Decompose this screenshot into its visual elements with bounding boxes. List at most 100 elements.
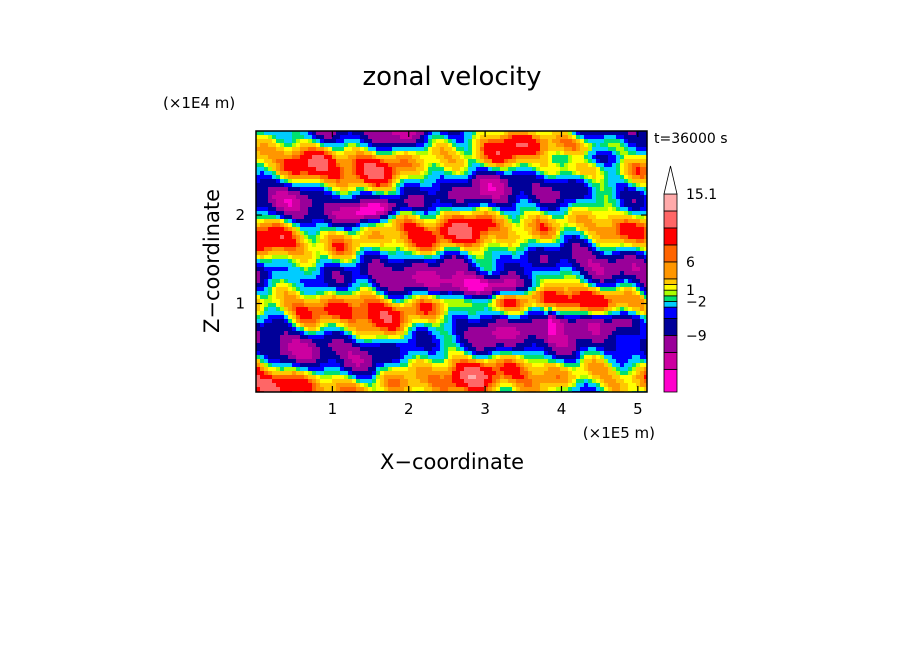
field-cell <box>336 255 340 259</box>
field-cell <box>592 167 596 171</box>
field-cell <box>280 175 284 179</box>
field-cell <box>616 131 620 135</box>
field-cell <box>336 311 340 315</box>
field-cell <box>572 239 576 243</box>
field-cell <box>432 159 436 163</box>
field-cell <box>276 191 280 195</box>
field-cell <box>628 187 632 191</box>
field-cell <box>572 243 576 247</box>
field-cell <box>548 291 552 295</box>
field-cell <box>392 279 396 283</box>
field-cell <box>436 223 440 227</box>
field-cell <box>644 135 647 139</box>
field-cell <box>488 235 492 239</box>
field-cell <box>468 143 472 147</box>
field-cell <box>476 183 480 187</box>
field-cell <box>600 303 604 307</box>
field-cell <box>264 323 268 327</box>
field-cell <box>264 291 268 295</box>
field-cell <box>516 291 520 295</box>
field-cell <box>464 159 468 163</box>
field-cell <box>548 231 552 235</box>
field-cell <box>496 311 500 315</box>
field-cell <box>596 311 600 315</box>
field-cell <box>340 219 344 223</box>
field-cell <box>572 227 576 231</box>
field-cell <box>612 291 616 295</box>
field-cell <box>256 143 260 147</box>
field-cell <box>372 311 376 315</box>
field-cell <box>324 163 328 167</box>
field-cell <box>572 271 576 275</box>
field-cell <box>588 259 592 263</box>
field-cell <box>292 215 296 219</box>
field-cell <box>320 331 324 335</box>
field-cell <box>416 199 420 203</box>
field-cell <box>600 295 604 299</box>
field-cell <box>572 235 576 239</box>
field-cell <box>464 135 468 139</box>
field-cell <box>496 275 500 279</box>
field-cell <box>468 279 472 283</box>
field-cell <box>500 291 504 295</box>
field-cell <box>636 183 640 187</box>
field-cell <box>584 175 588 179</box>
field-cell <box>292 235 296 239</box>
field-cell <box>372 223 376 227</box>
field-cell <box>472 167 476 171</box>
field-cell <box>560 275 564 279</box>
field-cell <box>640 215 644 219</box>
field-cell <box>616 223 620 227</box>
field-cell <box>568 131 572 135</box>
field-cell <box>360 267 364 271</box>
field-cell <box>340 247 344 251</box>
field-cell <box>592 263 596 267</box>
field-cell <box>548 303 552 307</box>
field-cell <box>348 215 352 219</box>
field-cell <box>316 207 320 211</box>
field-cell <box>588 135 592 139</box>
field-cell <box>392 323 396 327</box>
field-cell <box>440 291 444 295</box>
field-cell <box>588 295 592 299</box>
field-cell <box>600 331 604 335</box>
field-cell <box>544 219 548 223</box>
field-cell <box>300 179 304 183</box>
field-cell <box>504 155 508 159</box>
field-cell <box>488 215 492 219</box>
field-cell <box>436 291 440 295</box>
field-cell <box>640 131 644 135</box>
field-cell <box>376 263 380 267</box>
field-cell <box>376 239 380 243</box>
field-cell <box>356 135 360 139</box>
field-cell <box>496 167 500 171</box>
field-cell <box>560 267 564 271</box>
field-cell <box>360 311 364 315</box>
field-cell <box>340 243 344 247</box>
field-cell <box>516 295 520 299</box>
field-cell <box>388 211 392 215</box>
field-cell <box>412 263 416 267</box>
field-cell <box>372 183 376 187</box>
field-cell <box>552 331 556 335</box>
field-cell <box>592 211 596 215</box>
field-cell <box>296 231 300 235</box>
field-cell <box>580 271 584 275</box>
field-cell <box>256 271 260 275</box>
field-cell <box>620 139 624 143</box>
field-cell <box>480 239 484 243</box>
field-cell <box>424 303 428 307</box>
field-cell <box>504 203 508 207</box>
field-cell <box>348 259 352 263</box>
field-cell <box>556 163 560 167</box>
field-cell <box>376 191 380 195</box>
field-cell <box>500 287 504 291</box>
field-cell <box>588 291 592 295</box>
field-cell <box>412 291 416 295</box>
field-cell <box>568 155 572 159</box>
field-cell <box>324 211 328 215</box>
field-cell <box>500 327 504 331</box>
field-cell <box>624 203 628 207</box>
field-cell <box>644 231 647 235</box>
field-cell <box>392 223 396 227</box>
